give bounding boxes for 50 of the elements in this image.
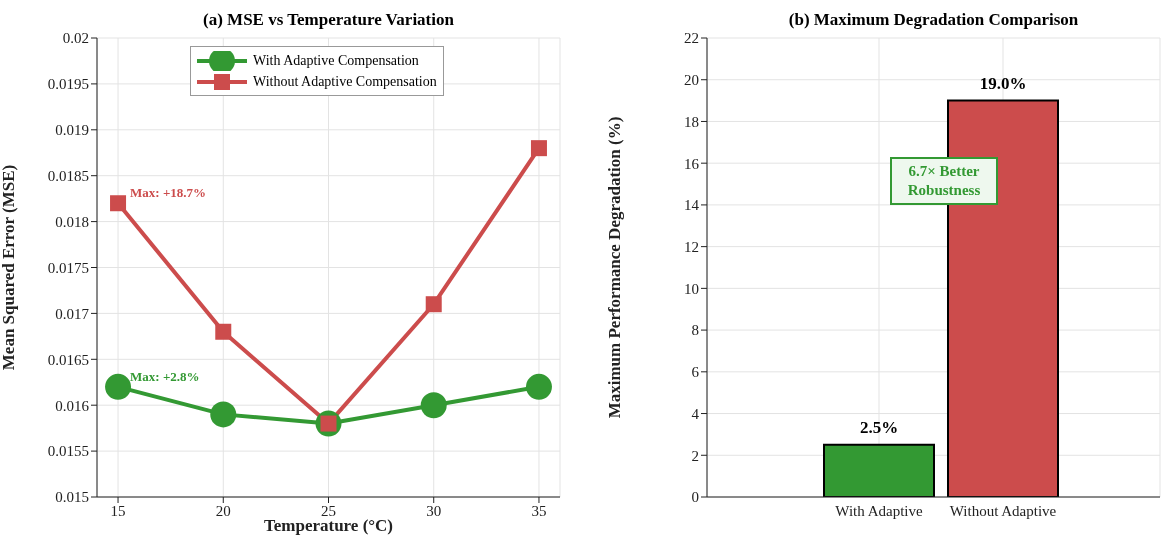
- x-tick-label: Without Adaptive: [949, 502, 1057, 519]
- y-tick-label: 0: [691, 489, 699, 506]
- y-tick-label: 0.015: [55, 489, 89, 506]
- y-tick-label: 12: [684, 238, 699, 255]
- point: [215, 323, 232, 340]
- y-tick-label: 16: [684, 155, 700, 172]
- x-tick-label: 30: [426, 502, 442, 519]
- y-tick-label: 2: [691, 447, 699, 464]
- y-tick-label: 6: [691, 364, 700, 381]
- point: [210, 401, 237, 428]
- y-tick-label: 4: [691, 405, 700, 422]
- y-tick-label: 18: [684, 113, 699, 130]
- point: [420, 392, 447, 419]
- x-tick-label: 15: [110, 502, 126, 519]
- point: [525, 373, 552, 400]
- y-tick-label: 0.0195: [47, 76, 89, 93]
- point: [425, 296, 442, 313]
- legend-label: Without Adaptive Compensation: [253, 73, 437, 90]
- point: [105, 373, 132, 400]
- y-tick-label: 0.02: [62, 30, 89, 47]
- annotation: 6.7× Better Robustness: [890, 157, 998, 205]
- x-tick-label: 20: [215, 502, 231, 519]
- x-tick-label: With Adaptive: [835, 502, 923, 519]
- annotation: Max: +18.7%: [130, 185, 207, 201]
- y-tick-label: 0.0185: [47, 168, 89, 185]
- y-tick-label: 10: [684, 280, 699, 297]
- y-tick-label: 0.0165: [47, 351, 89, 368]
- point: [110, 195, 127, 212]
- x-tick-label: 25: [321, 502, 336, 519]
- annotation: Max: +2.8%: [130, 368, 200, 384]
- y-tick-label: 0.019: [55, 122, 89, 139]
- y-axis-title: Maximum Performance Degradation (%): [605, 116, 625, 419]
- y-tick-label: 8: [691, 322, 699, 339]
- y-tick-label: 0.016: [55, 397, 90, 414]
- chart-title: (a) MSE vs Temperature Variation: [202, 10, 455, 30]
- y-tick-label: 0.0175: [47, 259, 89, 276]
- y-tick-label: 14: [684, 197, 700, 214]
- x-axis-title: Temperature (°C): [263, 516, 394, 535]
- y-tick-label: 0.0155: [47, 443, 89, 460]
- y-tick-label: 20: [684, 72, 699, 89]
- x-tick-label: 35: [531, 502, 547, 519]
- y-tick-label: 0.018: [55, 213, 89, 230]
- legend-label: With Adaptive Compensation: [253, 52, 419, 69]
- y-axis-title: Mean Squared Error (MSE): [0, 164, 19, 371]
- y-tick-label: 0.017: [55, 305, 90, 322]
- point: [530, 140, 547, 157]
- y-tick-label: 22: [684, 30, 699, 47]
- chart-title: (b) Maximum Degradation Comparison: [787, 10, 1080, 30]
- data-label: 19.0%: [979, 73, 1027, 93]
- data-label: 2.5%: [859, 417, 899, 437]
